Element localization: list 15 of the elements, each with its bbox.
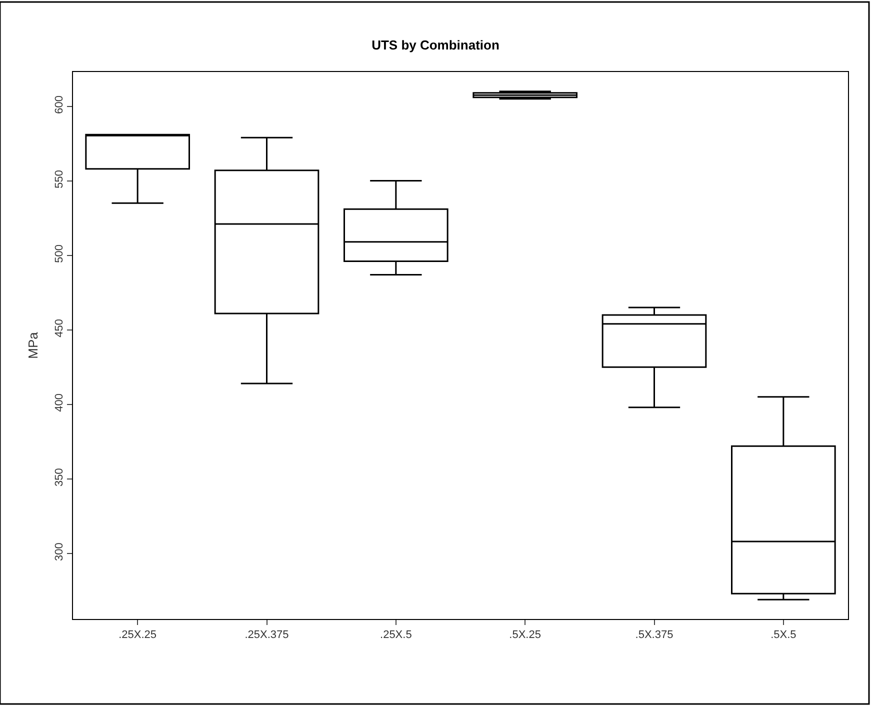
y-tick-label: 550 [54,170,66,188]
y-tick-label: 400 [54,394,66,412]
y-tick-label: 300 [54,542,66,561]
x-tick-label: .5X.375 [635,629,674,642]
chart-title: UTS by Combination [372,38,500,53]
y-tick-label: 350 [54,468,66,486]
y-axis-title: MPa [26,331,41,359]
x-tick-label: .25X.5 [380,629,412,642]
y-tick-label: 450 [54,319,66,338]
x-tick-label: .25X.375 [244,629,289,642]
x-tick-label: .5X.5 [770,629,796,642]
x-tick-label: .5X.25 [509,629,541,642]
y-tick-label: 600 [54,95,66,114]
x-tick-label: .25X.25 [118,629,157,642]
y-tick-label: 500 [54,244,66,263]
